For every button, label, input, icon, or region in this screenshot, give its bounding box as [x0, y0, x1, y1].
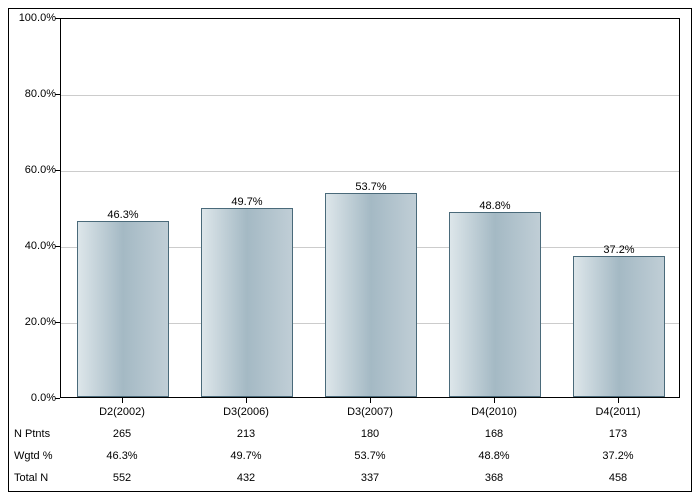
y-tick-label: 80.0%	[6, 88, 56, 100]
chart-container: 0.0% 20.0% 40.0% 60.0% 80.0% 100.0% 46.3% 49.7…	[0, 0, 700, 500]
table-cell-n_ptnts: 213	[237, 428, 255, 440]
y-tick-label: 0.0%	[6, 392, 56, 404]
bar-value-label: 48.8%	[479, 200, 510, 212]
x-tick	[494, 398, 495, 403]
plot-area: 46.3% 49.7% 53.7% 48.8% 37.2%	[60, 18, 680, 398]
table-cell-n_ptnts: 265	[113, 428, 131, 440]
bar-value-label: 46.3%	[107, 209, 138, 221]
table-cell-total_n: 432	[237, 472, 255, 484]
row-header-wgtd: Wgtd %	[14, 450, 53, 462]
x-category-label: D3(2007)	[347, 406, 393, 418]
table-cell-wgtd: 46.3%	[106, 450, 137, 462]
bar-value-label: 53.7%	[355, 181, 386, 193]
x-tick	[246, 398, 247, 403]
table-cell-total_n: 368	[485, 472, 503, 484]
x-tick	[122, 398, 123, 403]
bar-value-label: 49.7%	[231, 196, 262, 208]
table-cell-wgtd: 37.2%	[602, 450, 633, 462]
row-header-total-n: Total N	[14, 472, 48, 484]
table-cell-total_n: 458	[609, 472, 627, 484]
bar	[325, 193, 417, 397]
y-tick-label: 40.0%	[6, 240, 56, 252]
table-cell-n_ptnts: 173	[609, 428, 627, 440]
y-tick-label: 60.0%	[6, 164, 56, 176]
table-cell-wgtd: 53.7%	[354, 450, 385, 462]
x-category-label: D2(2002)	[99, 406, 145, 418]
bar-value-label: 37.2%	[603, 244, 634, 256]
table-cell-total_n: 552	[113, 472, 131, 484]
table-cell-wgtd: 48.8%	[478, 450, 509, 462]
table-cell-n_ptnts: 168	[485, 428, 503, 440]
row-header-n-ptnts: N Ptnts	[14, 428, 50, 440]
gridline	[61, 171, 679, 172]
y-tick-label: 20.0%	[6, 316, 56, 328]
bar	[77, 221, 169, 397]
x-category-label: D3(2006)	[223, 406, 269, 418]
x-category-label: D4(2010)	[471, 406, 517, 418]
x-category-label: D4(2011)	[595, 406, 640, 418]
table-cell-wgtd: 49.7%	[230, 450, 261, 462]
y-tick	[55, 398, 60, 399]
bar	[573, 256, 665, 397]
table-cell-total_n: 337	[361, 472, 379, 484]
table-cell-n_ptnts: 180	[361, 428, 379, 440]
x-tick	[618, 398, 619, 403]
bar	[201, 208, 293, 397]
bar	[449, 212, 541, 397]
x-tick	[370, 398, 371, 403]
y-tick-label: 100.0%	[6, 12, 56, 24]
gridline	[61, 95, 679, 96]
